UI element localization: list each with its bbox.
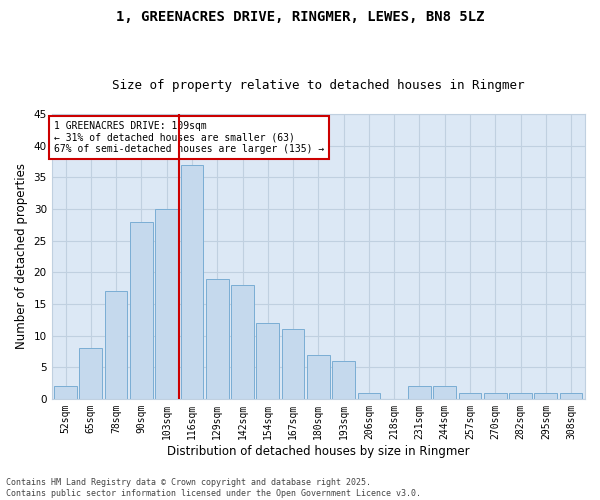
Bar: [535, 392, 557, 399]
Bar: [509, 392, 532, 399]
Bar: [54, 386, 77, 399]
Bar: [231, 285, 254, 399]
X-axis label: Distribution of detached houses by size in Ringmer: Distribution of detached houses by size …: [167, 444, 470, 458]
Text: 1, GREENACRES DRIVE, RINGMER, LEWES, BN8 5LZ: 1, GREENACRES DRIVE, RINGMER, LEWES, BN8…: [116, 10, 484, 24]
Bar: [433, 386, 456, 399]
Bar: [408, 386, 431, 399]
Bar: [307, 354, 330, 399]
Bar: [332, 361, 355, 399]
Text: 1 GREENACRES DRIVE: 109sqm
← 31% of detached houses are smaller (63)
67% of semi: 1 GREENACRES DRIVE: 109sqm ← 31% of deta…: [55, 121, 325, 154]
Bar: [105, 291, 127, 399]
Title: Size of property relative to detached houses in Ringmer: Size of property relative to detached ho…: [112, 79, 524, 92]
Bar: [79, 348, 102, 399]
Bar: [155, 209, 178, 399]
Bar: [281, 329, 304, 399]
Y-axis label: Number of detached properties: Number of detached properties: [15, 164, 28, 350]
Bar: [206, 278, 229, 399]
Bar: [484, 392, 506, 399]
Bar: [358, 392, 380, 399]
Bar: [181, 164, 203, 399]
Bar: [458, 392, 481, 399]
Bar: [256, 323, 279, 399]
Bar: [130, 222, 153, 399]
Text: Contains HM Land Registry data © Crown copyright and database right 2025.
Contai: Contains HM Land Registry data © Crown c…: [6, 478, 421, 498]
Bar: [560, 392, 583, 399]
